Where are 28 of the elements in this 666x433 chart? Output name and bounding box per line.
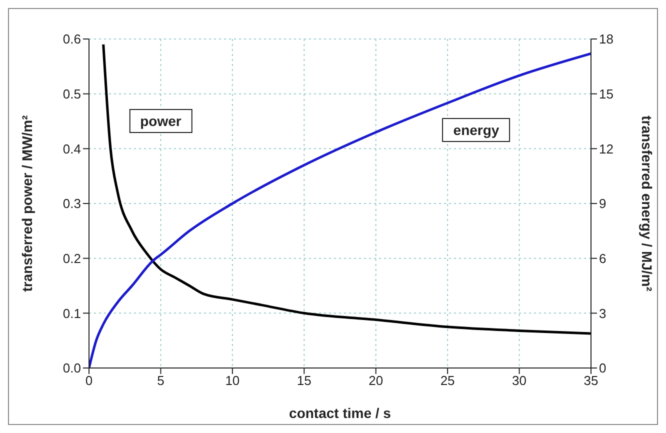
y-axis-title: transferred power / MW/m² — [18, 114, 35, 292]
y2-tick-label: 3 — [599, 306, 606, 321]
x-tick-label: 15 — [296, 373, 312, 388]
y-tick-label: 0.6 — [62, 32, 81, 47]
x-tick-label: 5 — [157, 373, 164, 388]
x-tick-label: 20 — [368, 373, 384, 388]
text: power — [129, 109, 192, 134]
y2-tick-label: 9 — [599, 196, 606, 212]
series-label: energy — [442, 118, 510, 142]
y2-tick-label: 0 — [599, 360, 606, 376]
y-tick-label: 0.2 — [62, 250, 81, 266]
y2-axis-title: transferred energy / MJ/m² — [639, 116, 656, 292]
x-tick-label: 30 — [512, 373, 527, 388]
line-series — [102, 43, 591, 335]
x-tick-label: 0 — [85, 373, 93, 388]
y-tick-label: 0.5 — [62, 86, 81, 102]
y-tick-label: 0.1 — [62, 306, 81, 321]
x-tick-label: 35 — [584, 373, 598, 388]
x-tick-label: 25 — [440, 373, 455, 388]
y-tick-label: 0.0 — [62, 360, 81, 376]
y2-tick-label: 15 — [599, 86, 614, 102]
y2-tick-label: 18 — [599, 32, 614, 47]
y-tick-label: 0.3 — [62, 196, 81, 212]
x-tick-label: 10 — [225, 373, 240, 388]
y-tick-label: 0.4 — [62, 141, 81, 156]
y2-tick-label: 6 — [599, 250, 606, 266]
x-axis-title: contact time / s — [289, 405, 392, 421]
y2-tick-label: 12 — [599, 141, 614, 156]
